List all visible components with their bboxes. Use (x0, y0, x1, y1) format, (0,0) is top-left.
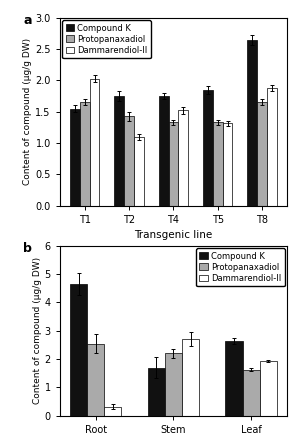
Bar (169, 122, 178, 206)
Bar (225, 341, 242, 416)
Y-axis label: Content of compound (μg/g DW): Content of compound (μg/g DW) (33, 257, 42, 405)
Bar (148, 367, 165, 416)
Y-axis label: Content of compound (μg/g DW): Content of compound (μg/g DW) (24, 38, 33, 186)
X-axis label: Transgenic line: Transgenic line (134, 230, 213, 240)
Bar (159, 96, 169, 206)
Bar (182, 339, 199, 416)
Bar (260, 361, 277, 416)
Bar (134, 137, 144, 206)
Text: b: b (23, 242, 32, 255)
Bar (165, 354, 182, 416)
Bar (90, 79, 99, 206)
Bar (257, 102, 267, 206)
Bar (87, 343, 104, 416)
Text: a: a (23, 14, 32, 27)
Bar (104, 407, 121, 416)
Bar (223, 123, 232, 206)
Bar (80, 102, 90, 206)
Bar (242, 370, 260, 416)
Bar (124, 116, 134, 206)
Bar (70, 109, 80, 206)
Bar (178, 110, 188, 206)
Legend: Compound K, Protopanaxadiol, Dammarendiol-II: Compound K, Protopanaxadiol, Dammarendio… (62, 21, 151, 58)
Bar (213, 122, 223, 206)
Bar (203, 90, 213, 206)
Bar (115, 96, 124, 206)
Bar (70, 284, 87, 416)
Bar (267, 88, 277, 206)
Bar (248, 40, 257, 206)
Legend: Compound K, Protopanaxadiol, Dammarendiol-II: Compound K, Protopanaxadiol, Dammarendio… (196, 249, 285, 286)
